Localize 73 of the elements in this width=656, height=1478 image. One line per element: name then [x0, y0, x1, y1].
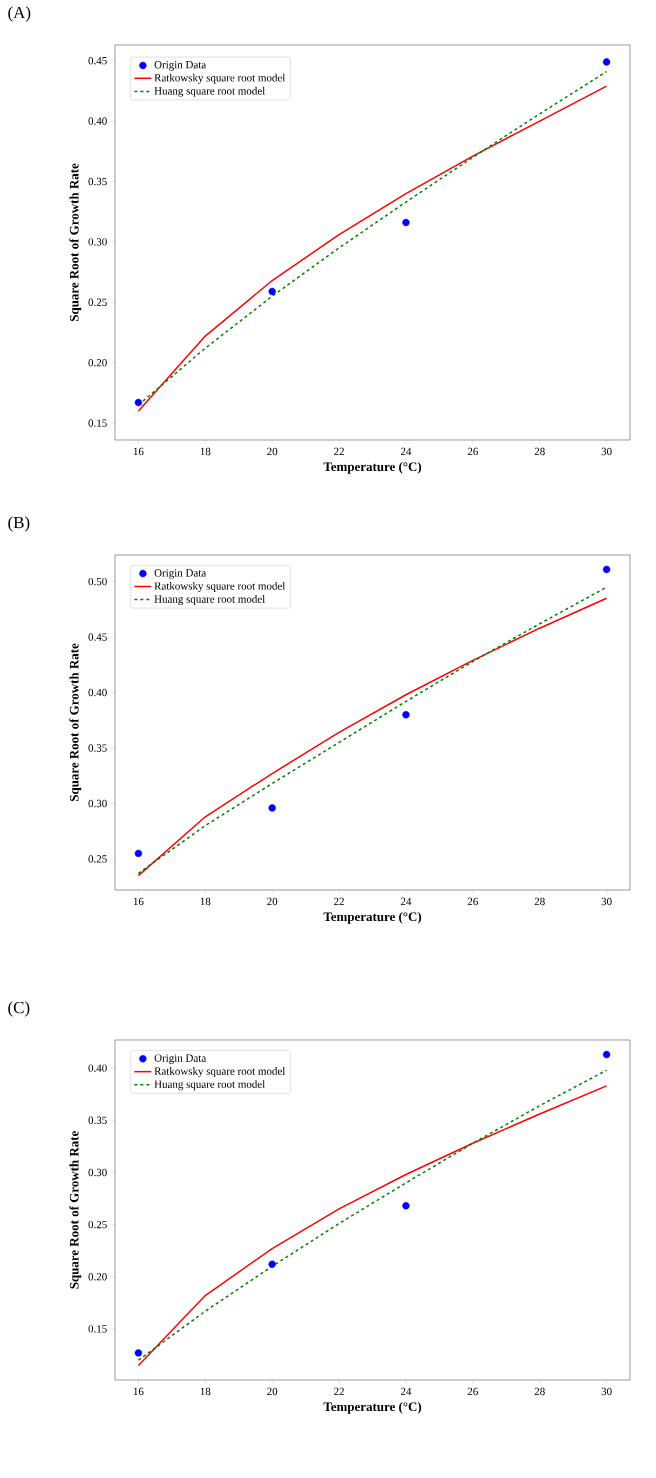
x-tick-label: 24 [400, 447, 412, 456]
legend-label: Huang square root model [154, 1080, 265, 1091]
point [268, 804, 276, 812]
y-tick-label: 0.25 [88, 1220, 107, 1229]
x-axis-title: Temperature (°C) [323, 462, 422, 474]
chart-title: (A) [8, 6, 31, 22]
legend-label: Ratkowsky square root model [154, 1067, 286, 1078]
y-tick-label: 0.30 [88, 238, 107, 246]
x-tick-label: 20 [267, 447, 278, 456]
x-tick-label: 30 [601, 897, 612, 906]
y-axis-title: Square Root of Growth Rate [69, 643, 82, 802]
x-axis-title: Temperature (°C) [323, 1402, 422, 1414]
y-tick-label: 0.35 [88, 1116, 107, 1125]
point [602, 58, 611, 66]
point [402, 218, 410, 227]
y-tick-label: 0.30 [88, 1168, 107, 1177]
y-tick-label: 0.40 [88, 688, 107, 697]
point [602, 565, 611, 574]
x-tick-label: 26 [467, 447, 478, 456]
y-tick-label: 0.45 [88, 633, 107, 641]
legend-label: Origin Data [154, 1054, 207, 1064]
y-tick-label: 0.15 [88, 419, 107, 427]
y-tick-label: 0.25 [88, 298, 107, 306]
y-tick-label: 0.20 [88, 1273, 107, 1281]
legend-label: Origin Data [154, 61, 207, 71]
point [134, 398, 143, 407]
x-tick-label: 26 [467, 897, 478, 906]
y-axis-title: Square Root of Growth Rate [69, 1131, 82, 1289]
x-tick-label: 28 [534, 447, 545, 456]
x-tick-label: 26 [467, 1387, 478, 1396]
chart-title: (C) [8, 1001, 30, 1017]
y-axis-title: Square Root of Growth Rate [69, 163, 82, 322]
x-tick-label: 30 [601, 1387, 612, 1396]
point [134, 1349, 143, 1357]
point [602, 1050, 611, 1059]
x-tick-label: 28 [534, 1387, 545, 1396]
legend-label: Origin Data [154, 569, 207, 579]
point [402, 711, 410, 719]
x-tick-label: 18 [200, 447, 211, 456]
x-tick-label: 22 [334, 897, 344, 906]
y-tick-label: 0.15 [88, 1325, 107, 1333]
y-tick-label: 0.40 [88, 1064, 107, 1072]
x-tick-label: 22 [334, 447, 344, 456]
y-tick-label: 0.35 [88, 177, 107, 186]
y-tick-label: 0.20 [88, 358, 107, 367]
x-tick-label: 30 [601, 447, 612, 456]
point [268, 1260, 276, 1268]
x-tick-label: 24 [400, 1387, 412, 1396]
y-tick-label: 0.30 [88, 799, 107, 808]
point [402, 1202, 410, 1210]
legend-label: Huang square root model [154, 86, 265, 97]
x-tick-label: 16 [133, 897, 144, 906]
x-tick-label: 24 [400, 897, 412, 906]
legend-label: Ratkowsky square root model [154, 581, 286, 592]
x-tick-label: 18 [200, 897, 211, 906]
legend-label: Huang square root model [154, 595, 265, 605]
x-axis-title: Temperature (°C) [323, 912, 422, 924]
y-tick-label: 0.35 [88, 744, 107, 752]
point [268, 287, 276, 296]
legend-label: Ratkowsky square root model [154, 73, 286, 84]
chart-title: (B) [8, 516, 30, 532]
x-tick-label: 20 [267, 897, 278, 906]
y-tick-label: 0.50 [88, 577, 107, 586]
y-tick-label: 0.40 [88, 117, 107, 125]
y-tick-label: 0.45 [88, 56, 107, 65]
x-tick-label: 22 [334, 1387, 344, 1396]
y-tick-label: 0.25 [88, 855, 107, 863]
x-tick-label: 16 [133, 447, 144, 456]
x-tick-label: 20 [267, 1387, 278, 1396]
x-tick-label: 18 [200, 1387, 211, 1396]
x-tick-label: 28 [534, 897, 545, 906]
point [134, 849, 143, 858]
x-tick-label: 16 [133, 1387, 144, 1396]
